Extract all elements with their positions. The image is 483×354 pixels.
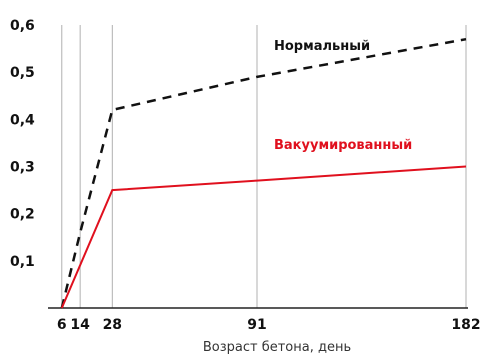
vertical-gridlines [61,25,467,308]
series-label-1: Вакуумированный [274,138,412,153]
series-line-0 [60,37,467,309]
x-tick-label: 91 [247,317,266,333]
y-tick-label: 0,3 [10,160,35,176]
x-tick-label: 28 [103,317,122,333]
x-tick-label: 6 [57,317,67,333]
y-tick-labels: 0,1 0,2 0,3 0,4 0,5 0,6 [10,18,35,270]
x-tick-labels: 6 14 28 91 182 [57,317,481,333]
x-tick-label: 14 [70,317,90,333]
series-labels: Нормальный Вакуумированный [274,39,412,153]
series-label-0: Нормальный [274,39,370,54]
y-tick-label: 0,1 [10,254,35,270]
y-tick-label: 0,5 [10,65,35,81]
y-tick-label: 0,4 [10,112,35,128]
series-lines [60,37,467,309]
x-axis-title: Возраст бетона, день [203,340,351,354]
y-tick-label: 0,6 [10,18,35,34]
y-tick-label: 0,2 [10,207,35,223]
x-tick-label: 182 [451,317,480,333]
series-line-1 [60,165,467,309]
